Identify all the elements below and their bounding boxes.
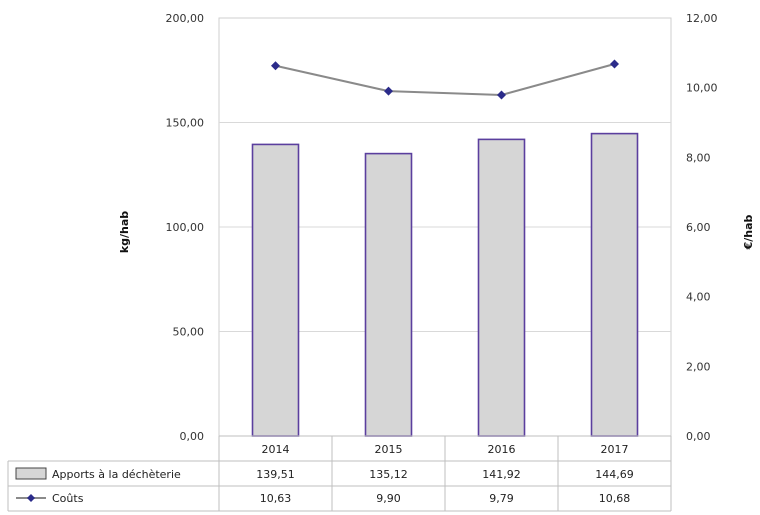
bar: [364, 152, 413, 437]
y-tick-label: 100,00: [166, 221, 205, 234]
bar: [590, 132, 639, 437]
category-label: 2014: [262, 443, 290, 456]
table-cell-line-value: 10,68: [599, 492, 631, 505]
legend-key-marker: [27, 494, 35, 502]
table-cell-line-value: 9,79: [489, 492, 514, 505]
y2-tick-label: 10,00: [686, 82, 718, 95]
y-tick-label: 50,00: [173, 326, 205, 339]
category-label: 2017: [601, 443, 629, 456]
y2-tick-label: 12,00: [686, 12, 718, 25]
table-cell-bar-value: 144,69: [595, 468, 634, 481]
table-cell-line-value: 10,63: [260, 492, 292, 505]
y2-axis-ticks: 0,00 2,00 4,00 6,00 8,00 10,00 12,00: [686, 12, 718, 443]
table-cell-bar-value: 135,12: [369, 468, 408, 481]
y-axis-title: kg/hab: [118, 211, 131, 253]
y2-tick-label: 2,00: [686, 360, 711, 373]
table-cell-bar-value: 141,92: [482, 468, 521, 481]
data-table: 2014 2015 2016 2017 Apports à la déchèterie 1…: [7, 435, 672, 512]
line-point: [497, 90, 506, 100]
legend-key-bar: [15, 467, 47, 480]
bar-series: [251, 132, 639, 437]
y2-axis-title: €/hab: [742, 214, 755, 250]
line-point: [610, 59, 619, 69]
table-cell-line-value: 9,90: [376, 492, 401, 505]
y2-tick-label: 4,00: [686, 291, 711, 304]
y2-tick-label: 6,00: [686, 221, 711, 234]
y-axis-ticks: 0,00 50,00 100,00 150,00 200,00: [166, 12, 205, 443]
category-label: 2015: [375, 443, 403, 456]
y-tick-label: 200,00: [166, 12, 205, 25]
y2-tick-label: 8,00: [686, 151, 711, 164]
bar: [477, 138, 526, 437]
legend-label-bar: Apports à la déchèterie: [52, 468, 181, 481]
y2-tick-label: 0,00: [686, 430, 711, 443]
line-point: [384, 86, 393, 96]
y-tick-label: 150,00: [166, 117, 205, 130]
cost-line: [275, 63, 615, 96]
line-series: [271, 59, 619, 100]
category-label: 2016: [488, 443, 516, 456]
legend-label-line: Coûts: [52, 492, 84, 505]
table-cell-bar-value: 139,51: [256, 468, 295, 481]
y-tick-label: 0,00: [180, 430, 205, 443]
bar: [251, 143, 300, 437]
line-point: [271, 61, 280, 71]
